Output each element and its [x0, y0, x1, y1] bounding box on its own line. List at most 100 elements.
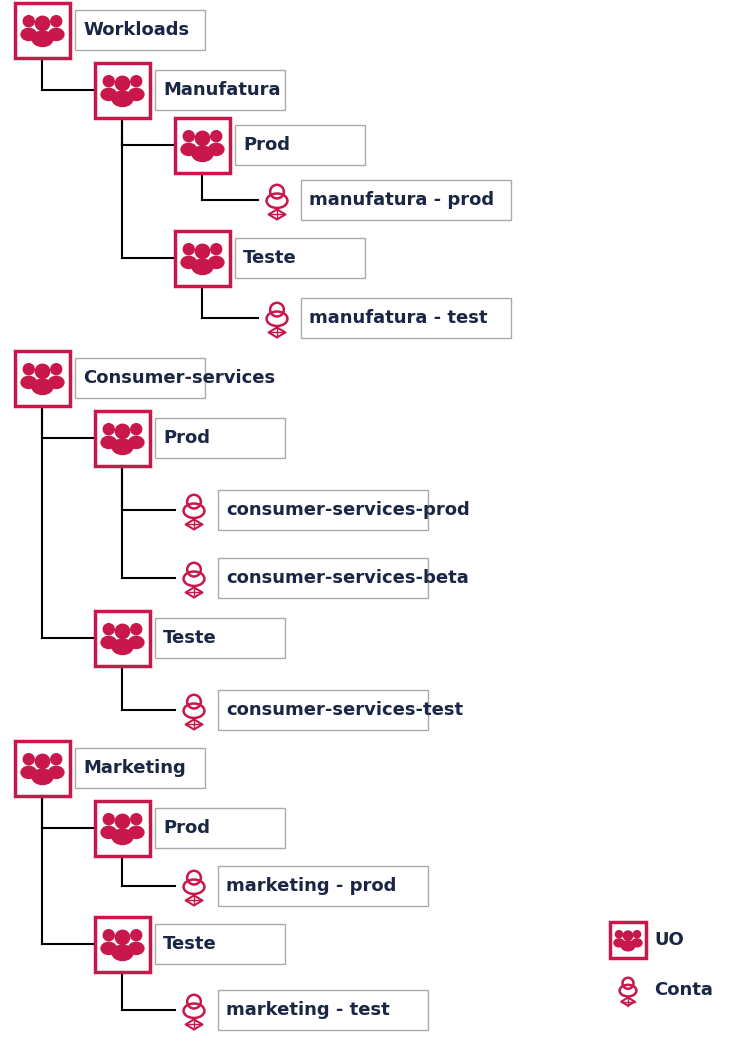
Circle shape [130, 424, 142, 435]
Circle shape [51, 754, 62, 764]
FancyBboxPatch shape [75, 358, 205, 398]
Text: consumer-services-beta: consumer-services-beta [226, 569, 469, 587]
Circle shape [116, 77, 130, 90]
FancyBboxPatch shape [155, 808, 285, 848]
Circle shape [103, 929, 114, 941]
Circle shape [195, 131, 209, 146]
FancyBboxPatch shape [235, 238, 365, 278]
Circle shape [51, 16, 62, 26]
Ellipse shape [101, 636, 116, 649]
Circle shape [624, 931, 632, 941]
Text: Manufatura: Manufatura [163, 81, 281, 99]
Text: Conta: Conta [654, 981, 713, 999]
FancyBboxPatch shape [301, 180, 511, 220]
Circle shape [184, 244, 195, 255]
Ellipse shape [21, 766, 36, 778]
Ellipse shape [632, 939, 642, 947]
FancyBboxPatch shape [218, 558, 428, 598]
Circle shape [116, 424, 130, 439]
Text: Teste: Teste [163, 629, 217, 647]
Ellipse shape [209, 144, 224, 155]
Ellipse shape [112, 91, 133, 106]
Text: Marketing: Marketing [83, 759, 186, 777]
Ellipse shape [49, 28, 64, 41]
Text: manufatura - prod: manufatura - prod [309, 191, 494, 209]
FancyBboxPatch shape [75, 10, 205, 50]
Ellipse shape [32, 32, 53, 46]
Text: Prod: Prod [163, 429, 210, 447]
Ellipse shape [112, 639, 133, 654]
Ellipse shape [112, 830, 133, 844]
FancyBboxPatch shape [155, 924, 285, 964]
Circle shape [130, 76, 142, 87]
Ellipse shape [181, 144, 197, 155]
FancyBboxPatch shape [218, 690, 428, 730]
FancyBboxPatch shape [155, 70, 285, 110]
Circle shape [35, 364, 49, 379]
Text: marketing - test: marketing - test [226, 1001, 390, 1018]
FancyBboxPatch shape [75, 748, 205, 788]
Ellipse shape [21, 376, 36, 388]
Circle shape [116, 625, 130, 638]
Text: marketing - prod: marketing - prod [226, 877, 397, 895]
Ellipse shape [112, 439, 133, 455]
Circle shape [211, 244, 222, 255]
Ellipse shape [192, 259, 213, 274]
Circle shape [24, 363, 34, 375]
Text: consumer-services-test: consumer-services-test [226, 701, 463, 719]
Text: Teste: Teste [163, 934, 217, 953]
Ellipse shape [101, 437, 116, 448]
Circle shape [130, 814, 142, 824]
Ellipse shape [128, 437, 144, 448]
FancyBboxPatch shape [235, 125, 365, 165]
Circle shape [24, 16, 34, 26]
Circle shape [103, 624, 114, 634]
Circle shape [184, 130, 195, 142]
Ellipse shape [128, 942, 144, 954]
Ellipse shape [614, 939, 624, 947]
FancyBboxPatch shape [218, 490, 428, 530]
Circle shape [35, 754, 49, 769]
Circle shape [116, 930, 130, 945]
Circle shape [116, 814, 130, 828]
Ellipse shape [621, 941, 635, 951]
Circle shape [103, 424, 114, 435]
Circle shape [633, 930, 640, 938]
FancyBboxPatch shape [301, 298, 511, 338]
Ellipse shape [112, 945, 133, 961]
Text: Workloads: Workloads [83, 21, 189, 39]
Circle shape [103, 814, 114, 824]
Text: Prod: Prod [243, 136, 290, 154]
Ellipse shape [101, 88, 116, 101]
Ellipse shape [49, 766, 64, 778]
Ellipse shape [32, 769, 53, 784]
Text: Teste: Teste [243, 249, 297, 267]
Ellipse shape [32, 379, 53, 395]
Circle shape [211, 130, 222, 142]
Ellipse shape [209, 256, 224, 269]
Ellipse shape [101, 942, 116, 954]
Circle shape [51, 363, 62, 375]
Ellipse shape [101, 826, 116, 839]
Circle shape [195, 245, 209, 258]
Circle shape [103, 76, 114, 87]
Circle shape [35, 16, 49, 30]
Text: manufatura - test: manufatura - test [309, 309, 487, 327]
Ellipse shape [49, 376, 64, 388]
Text: Prod: Prod [163, 819, 210, 837]
FancyBboxPatch shape [155, 418, 285, 458]
Circle shape [130, 624, 142, 634]
FancyBboxPatch shape [218, 990, 428, 1030]
FancyBboxPatch shape [218, 866, 428, 906]
Ellipse shape [128, 826, 144, 839]
FancyBboxPatch shape [155, 618, 285, 658]
Circle shape [24, 754, 34, 764]
Text: UO: UO [654, 931, 684, 949]
Circle shape [615, 930, 623, 938]
Ellipse shape [21, 28, 36, 41]
Ellipse shape [128, 88, 144, 101]
Text: consumer-services-prod: consumer-services-prod [226, 501, 469, 519]
Circle shape [130, 929, 142, 941]
Ellipse shape [181, 256, 197, 269]
Ellipse shape [192, 146, 213, 162]
